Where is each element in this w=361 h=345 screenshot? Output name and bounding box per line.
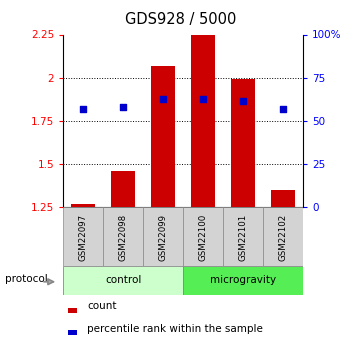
Bar [63, 266, 183, 295]
Text: GSM22098: GSM22098 [119, 214, 128, 261]
Text: control: control [105, 275, 142, 285]
Bar [71, 204, 95, 207]
Point [120, 104, 126, 110]
Point [200, 96, 206, 102]
Text: microgravity: microgravity [210, 275, 276, 285]
Point [160, 96, 166, 102]
Text: count: count [87, 301, 117, 311]
Text: protocol: protocol [5, 274, 48, 284]
Bar [183, 266, 303, 295]
Point [240, 98, 246, 104]
Point [280, 106, 286, 111]
Bar [231, 79, 255, 207]
Text: GDS928 / 5000: GDS928 / 5000 [125, 12, 236, 27]
Text: GSM22099: GSM22099 [159, 214, 168, 261]
Text: GSM22100: GSM22100 [199, 214, 208, 261]
Point [80, 106, 86, 111]
Text: GSM22102: GSM22102 [279, 214, 288, 261]
Bar [63, 207, 103, 266]
Bar [263, 207, 303, 266]
Bar [68, 307, 77, 313]
Bar [183, 207, 223, 266]
Bar [143, 207, 183, 266]
Text: GSM22101: GSM22101 [239, 214, 248, 261]
Bar [191, 34, 215, 207]
Bar [151, 66, 175, 207]
Bar [111, 171, 135, 207]
Bar [68, 330, 77, 335]
Text: GSM22097: GSM22097 [79, 214, 88, 261]
Bar [103, 207, 143, 266]
Bar [271, 190, 295, 207]
Bar [223, 207, 263, 266]
Text: percentile rank within the sample: percentile rank within the sample [87, 324, 263, 334]
